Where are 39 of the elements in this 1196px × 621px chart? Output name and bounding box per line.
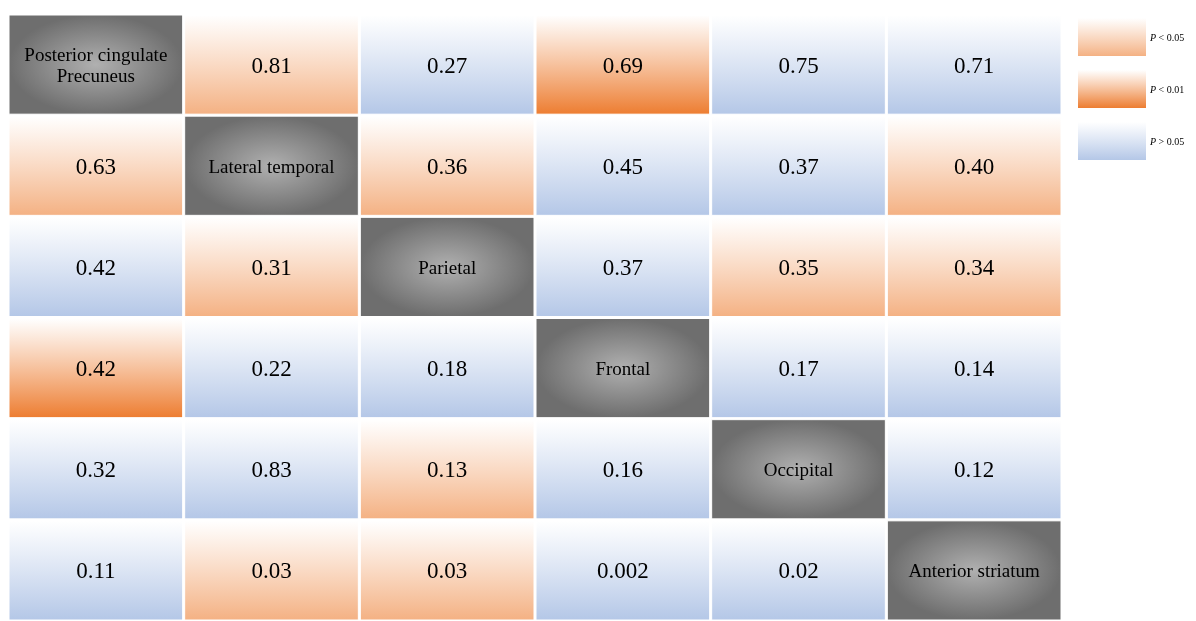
data-label: 0.37 xyxy=(602,254,643,280)
data-label: 0.35 xyxy=(778,254,819,280)
data-label: 0.03 xyxy=(251,557,292,583)
text: Anterior striatum xyxy=(908,559,1040,581)
data-label: 0.42 xyxy=(75,254,116,280)
data-label: 0.11 xyxy=(76,557,116,583)
data-label: 0.36 xyxy=(427,153,468,179)
data-label: 0.002 xyxy=(596,557,649,583)
data-label: 0.27 xyxy=(427,52,468,78)
data-label: 0.81 xyxy=(251,52,292,78)
data-label: 0.75 xyxy=(778,52,819,78)
data-label: 0.14 xyxy=(954,355,995,381)
data-label: 0.18 xyxy=(427,355,468,381)
data-label: 0.37 xyxy=(778,153,819,179)
data-label: 0.34 xyxy=(954,254,995,280)
data-label: 0.71 xyxy=(954,52,995,78)
text: Posterior cingulate Precuneus xyxy=(24,43,168,86)
data-label: 0.12 xyxy=(954,456,995,482)
data-label: 0.42 xyxy=(75,355,116,381)
data-label: 0.16 xyxy=(602,456,643,482)
text: P < 0.05 xyxy=(1149,31,1185,43)
data-label: 0.69 xyxy=(602,52,643,78)
data-label: 0.40 xyxy=(954,153,995,179)
data-label: 0.45 xyxy=(602,153,643,179)
data-label: 0.22 xyxy=(251,355,292,381)
data-label: 0.02 xyxy=(778,557,819,583)
data-label: 0.13 xyxy=(427,456,468,482)
data-label: 0.03 xyxy=(427,557,468,583)
text: Parietal xyxy=(418,256,477,278)
text: Frontal xyxy=(595,357,651,379)
data-label: 0.63 xyxy=(75,153,116,179)
text: Occipital xyxy=(763,458,834,480)
text: P < 0.01 xyxy=(1149,83,1185,95)
data-label: 0.32 xyxy=(75,456,116,482)
data-label: 0.31 xyxy=(251,254,292,280)
data-label: 0.17 xyxy=(778,355,819,381)
text: Lateral temporal xyxy=(208,155,335,177)
data-label: 0.83 xyxy=(251,456,292,482)
text: P > 0.05 xyxy=(1149,135,1185,147)
